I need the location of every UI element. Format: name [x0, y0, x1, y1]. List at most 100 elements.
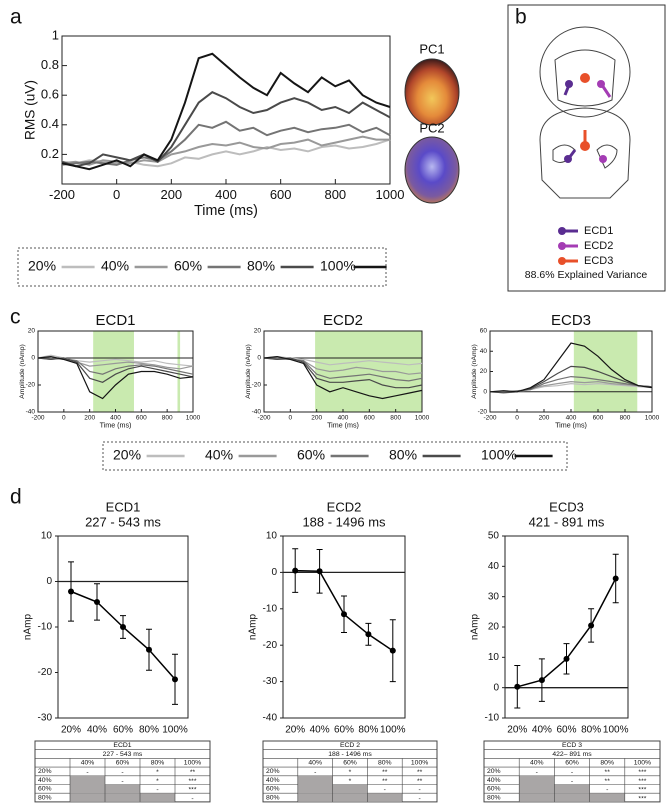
table-cell: ** [605, 778, 611, 785]
legend-swatch [558, 242, 566, 250]
legend-label: 40% [101, 258, 129, 274]
table-row-label: 60% [38, 786, 52, 793]
x-tick-label: 200 [539, 415, 550, 422]
table-row-label: 60% [266, 786, 280, 793]
table-header: 100% [634, 760, 651, 767]
series-line [490, 375, 653, 393]
x-tick-label: 800 [390, 415, 401, 422]
x-tick-label: 0 [515, 415, 519, 422]
table-cell: *** [189, 787, 197, 794]
x-tick-label: 200 [311, 415, 322, 422]
chart-title: ECD3 [549, 499, 584, 514]
table-header: 60% [565, 760, 579, 767]
x-tick-label: 40% [532, 725, 552, 736]
chart-title: ECD2 [327, 499, 362, 514]
chart-subtitle: 188 - 1496 ms [302, 514, 386, 529]
mean-point [538, 677, 545, 684]
y-tick-label: 30 [488, 591, 500, 602]
chart-title: ECD1 [106, 499, 141, 514]
table-cell: * [349, 778, 352, 785]
legend-label: ECD1 [584, 225, 613, 237]
table-empty-cell [332, 784, 368, 794]
table-header: 80% [600, 760, 614, 767]
y-tick-label: -20 [263, 640, 278, 651]
table-cell: - [536, 769, 538, 776]
y-tick-label: 20 [28, 328, 36, 335]
y-tick-label: 0.4 [41, 116, 59, 131]
table-cell: * [156, 778, 159, 785]
table-subtitle: 188 - 1496 ms [328, 751, 372, 758]
x-tick-label: 80% [358, 725, 378, 736]
y-tick-label: 50 [488, 531, 500, 542]
mean-point [612, 575, 619, 582]
y-tick-label: -20 [26, 382, 36, 389]
x-tick-label: 200 [160, 187, 182, 202]
y-axis-title: nAmp [248, 614, 259, 641]
y-tick-label: 0 [483, 388, 487, 395]
table-empty-cell [105, 793, 140, 802]
series-line [61, 135, 390, 166]
x-tick-label: 800 [162, 415, 173, 422]
x-tick-label: 1000 [376, 187, 405, 202]
table-cell: - [384, 787, 386, 794]
mean-point [365, 631, 372, 638]
panel-frame [507, 4, 666, 292]
chart-subtitle: 421 - 891 ms [529, 514, 605, 529]
y-axis-title: RMS (uV) [22, 80, 37, 140]
topography-map [404, 58, 460, 126]
table-empty-cell [297, 793, 333, 802]
y-tick-label: 20 [488, 622, 500, 633]
table-cell: *** [638, 795, 646, 802]
table-cell: *** [638, 778, 646, 785]
table-cell: ** [382, 769, 388, 776]
table-cell: - [121, 769, 123, 776]
table-header: 60% [116, 760, 130, 767]
panel-label: d [10, 486, 22, 509]
series-line [61, 52, 391, 171]
topography-label: PC2 [419, 120, 444, 135]
legend-label: ECD2 [584, 240, 613, 252]
x-tick-label: 20% [507, 725, 527, 736]
x-tick-label: 1000 [415, 415, 430, 422]
table-empty-cell [140, 793, 175, 802]
x-tick-label: 600 [364, 415, 375, 422]
y-tick-label: -30 [38, 713, 53, 724]
legend-label: 60% [297, 447, 325, 463]
mean-point [292, 567, 299, 574]
y-tick-label: -10 [485, 713, 500, 724]
x-tick-label: 100% [162, 725, 188, 736]
mean-point [514, 683, 521, 690]
y-tick-label: -30 [263, 676, 278, 687]
y-tick-label: -40 [263, 713, 278, 724]
y-tick-label: -20 [252, 382, 262, 389]
table-empty-cell [105, 784, 140, 794]
x-tick-label: 0 [113, 187, 120, 202]
table-row-label: 80% [487, 794, 501, 801]
table-empty-cell [332, 793, 368, 802]
variance-note: 88.6% Explained Variance [525, 269, 648, 281]
legend-label: ECD3 [584, 255, 613, 267]
table-empty-cell [367, 793, 403, 802]
y-tick-label: 40 [488, 561, 500, 572]
table-cell: - [418, 795, 420, 802]
mean-point [389, 647, 396, 654]
y-tick-label: -20 [478, 409, 488, 416]
y-tick-label: 0 [271, 567, 277, 578]
x-tick-label: 400 [566, 415, 577, 422]
table-row-label: 60% [487, 786, 501, 793]
table-empty-cell [554, 784, 590, 794]
x-tick-label: 800 [620, 415, 631, 422]
x-tick-label: 60% [334, 725, 354, 736]
table-cell: * [349, 769, 352, 776]
table-row-label: 40% [266, 777, 280, 784]
mean-point [563, 655, 570, 662]
x-tick-label: 80% [139, 725, 159, 736]
x-tick-label: 20% [285, 725, 305, 736]
table-subtitle: 227 - 543 ms [103, 751, 143, 758]
plot-frame [282, 535, 406, 719]
y-tick-label: 1 [52, 27, 59, 42]
topography-map [404, 136, 460, 204]
table-empty-cell [297, 784, 333, 794]
table-cell: *** [638, 787, 646, 794]
